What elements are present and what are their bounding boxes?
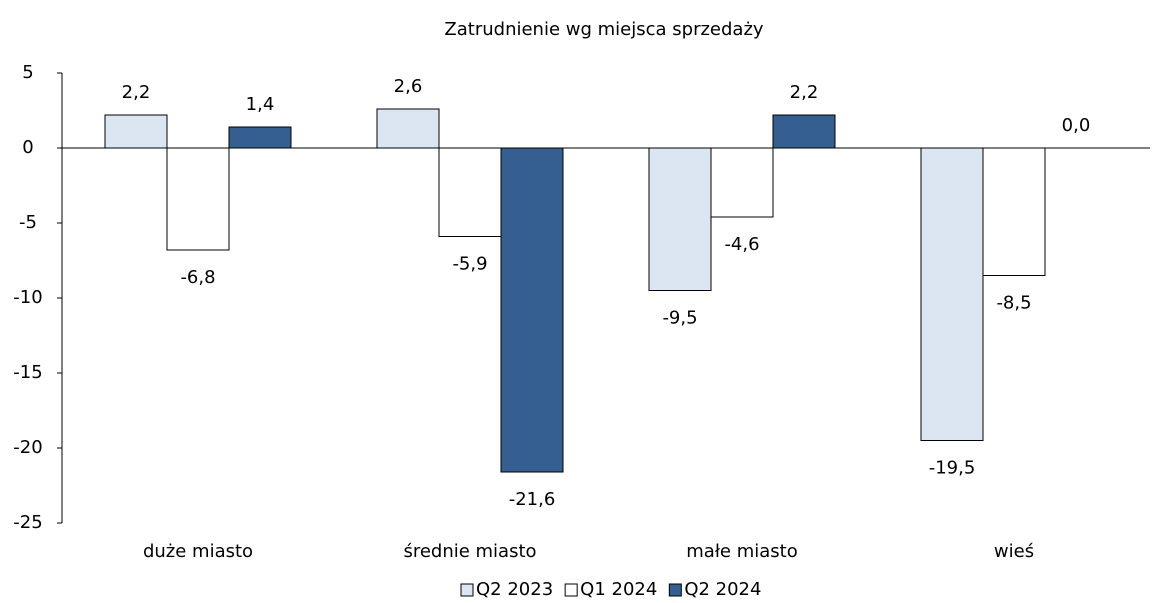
value-label: -8,5: [996, 293, 1031, 314]
bar: [772, 114, 836, 149]
bar: [166, 147, 230, 251]
y-tick-label: 0: [22, 137, 33, 158]
chart-title: Zatrudnienie wg miejsca sprzedaży: [444, 19, 763, 40]
legend-swatch: [460, 583, 474, 597]
y-tick-label: -15: [13, 362, 42, 383]
x-tick-label: duże miasto: [143, 541, 253, 562]
value-label: 2,6: [394, 76, 423, 97]
legend-label: Q2 2024: [684, 579, 761, 600]
legend-label: Q2 2023: [476, 579, 553, 600]
bar: [104, 114, 168, 149]
value-label: 0,0: [1062, 115, 1091, 136]
x-tick-label: małe miasto: [686, 541, 798, 562]
value-label: -21,6: [509, 489, 556, 510]
y-tick-label: 5: [22, 62, 33, 83]
y-tick-label: -25: [13, 512, 42, 533]
bar: [920, 147, 984, 441]
value-label: -9,5: [662, 308, 697, 329]
value-label: -5,9: [452, 254, 487, 275]
value-label: 1,4: [246, 94, 275, 115]
value-label: 2,2: [122, 82, 151, 103]
bar: [710, 147, 774, 218]
y-tick-label: -20: [13, 437, 42, 458]
x-tick-label: średnie miasto: [403, 541, 536, 562]
legend-swatch: [668, 583, 682, 597]
bar: [376, 108, 440, 149]
bar: [228, 126, 292, 149]
legend-swatch: [564, 583, 578, 597]
y-tick-label: -10: [13, 287, 42, 308]
legend-label: Q1 2024: [580, 579, 657, 600]
y-tick-label: -5: [19, 212, 37, 233]
value-label: 2,2: [790, 82, 819, 103]
value-label: -4,6: [724, 234, 759, 255]
value-label: -6,8: [180, 267, 215, 288]
bar: [438, 147, 502, 237]
bar: [982, 147, 1046, 276]
bar: [648, 147, 712, 291]
bar: [500, 147, 564, 473]
x-tick-label: wieś: [994, 541, 1034, 562]
value-label: -19,5: [929, 458, 976, 479]
